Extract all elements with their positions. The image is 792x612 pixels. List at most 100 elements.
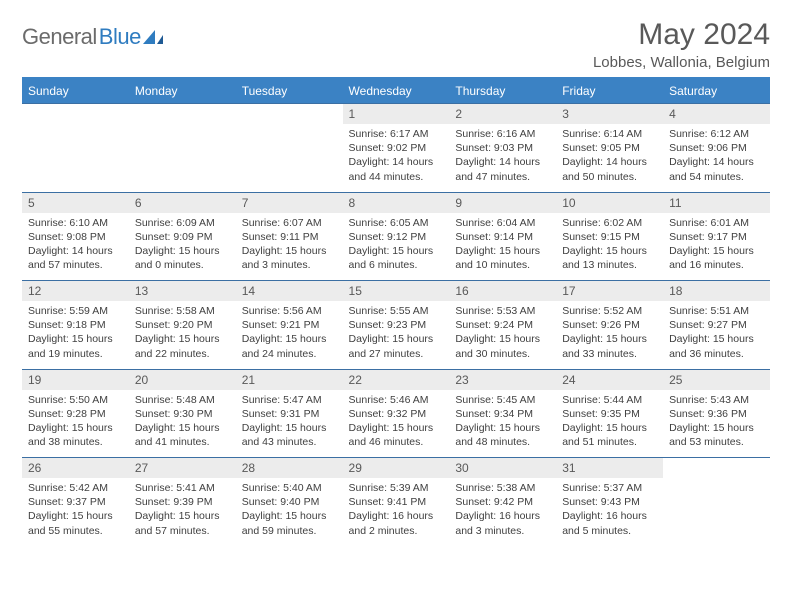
daylight-line: Daylight: 15 hours and 3 minutes. xyxy=(242,244,337,272)
sunrise-line: Sunrise: 5:56 AM xyxy=(242,304,337,318)
day-content-cell: Sunrise: 6:17 AMSunset: 9:02 PMDaylight:… xyxy=(343,124,450,192)
sunset-line: Sunset: 9:34 PM xyxy=(455,407,550,421)
location-text: Lobbes, Wallonia, Belgium xyxy=(593,54,770,71)
day-number-cell: 16 xyxy=(449,281,556,302)
day-content-cell: Sunrise: 5:55 AMSunset: 9:23 PMDaylight:… xyxy=(343,301,450,369)
sunset-line: Sunset: 9:37 PM xyxy=(28,495,123,509)
sunrise-line: Sunrise: 6:01 AM xyxy=(669,216,764,230)
day-content-cell: Sunrise: 5:43 AMSunset: 9:36 PMDaylight:… xyxy=(663,390,770,458)
weekday-header: Tuesday xyxy=(236,78,343,104)
sunset-line: Sunset: 9:11 PM xyxy=(242,230,337,244)
daycontent-row: Sunrise: 6:17 AMSunset: 9:02 PMDaylight:… xyxy=(22,124,770,192)
day-number-cell: 28 xyxy=(236,458,343,479)
day-number-cell: 17 xyxy=(556,281,663,302)
sunrise-line: Sunrise: 5:37 AM xyxy=(562,481,657,495)
month-title: May 2024 xyxy=(593,18,770,52)
sunrise-line: Sunrise: 5:53 AM xyxy=(455,304,550,318)
day-number-cell: 21 xyxy=(236,369,343,390)
calendar-page: GeneralBlue May 2024 Lobbes, Wallonia, B… xyxy=(0,0,792,556)
sunset-line: Sunset: 9:06 PM xyxy=(669,141,764,155)
day-content-cell: Sunrise: 5:44 AMSunset: 9:35 PMDaylight:… xyxy=(556,390,663,458)
day-content-cell: Sunrise: 6:01 AMSunset: 9:17 PMDaylight:… xyxy=(663,213,770,281)
sunrise-line: Sunrise: 5:45 AM xyxy=(455,393,550,407)
day-number-cell: 1 xyxy=(343,104,450,125)
daylight-line: Daylight: 14 hours and 47 minutes. xyxy=(455,155,550,183)
sunrise-line: Sunrise: 6:09 AM xyxy=(135,216,230,230)
header: GeneralBlue May 2024 Lobbes, Wallonia, B… xyxy=(22,18,770,71)
daylight-line: Daylight: 14 hours and 54 minutes. xyxy=(669,155,764,183)
day-content-cell: Sunrise: 5:59 AMSunset: 9:18 PMDaylight:… xyxy=(22,301,129,369)
daylight-line: Daylight: 15 hours and 48 minutes. xyxy=(455,421,550,449)
sunset-line: Sunset: 9:28 PM xyxy=(28,407,123,421)
day-number-cell: 24 xyxy=(556,369,663,390)
sunset-line: Sunset: 9:02 PM xyxy=(349,141,444,155)
sunset-line: Sunset: 9:08 PM xyxy=(28,230,123,244)
day-number-cell: 25 xyxy=(663,369,770,390)
sunrise-line: Sunrise: 6:05 AM xyxy=(349,216,444,230)
sunset-line: Sunset: 9:03 PM xyxy=(455,141,550,155)
day-content-cell xyxy=(129,124,236,192)
sunset-line: Sunset: 9:09 PM xyxy=(135,230,230,244)
brand-name-blue: Blue xyxy=(99,24,141,50)
sunrise-line: Sunrise: 6:12 AM xyxy=(669,127,764,141)
daylight-line: Daylight: 15 hours and 55 minutes. xyxy=(28,509,123,537)
day-content-cell: Sunrise: 6:07 AMSunset: 9:11 PMDaylight:… xyxy=(236,213,343,281)
sunrise-line: Sunrise: 6:07 AM xyxy=(242,216,337,230)
daylight-line: Daylight: 15 hours and 59 minutes. xyxy=(242,509,337,537)
calendar-table: Sunday Monday Tuesday Wednesday Thursday… xyxy=(22,77,770,546)
sunset-line: Sunset: 9:20 PM xyxy=(135,318,230,332)
day-number-cell: 6 xyxy=(129,192,236,213)
day-content-cell xyxy=(236,124,343,192)
daylight-line: Daylight: 15 hours and 57 minutes. xyxy=(135,509,230,537)
daylight-line: Daylight: 15 hours and 22 minutes. xyxy=(135,332,230,360)
weekday-header: Saturday xyxy=(663,78,770,104)
weekday-header: Sunday xyxy=(22,78,129,104)
daylight-line: Daylight: 16 hours and 3 minutes. xyxy=(455,509,550,537)
daylight-line: Daylight: 15 hours and 43 minutes. xyxy=(242,421,337,449)
daylight-line: Daylight: 14 hours and 50 minutes. xyxy=(562,155,657,183)
day-number-cell: 18 xyxy=(663,281,770,302)
sunrise-line: Sunrise: 6:04 AM xyxy=(455,216,550,230)
sunrise-line: Sunrise: 5:58 AM xyxy=(135,304,230,318)
sunset-line: Sunset: 9:30 PM xyxy=(135,407,230,421)
day-number-cell: 12 xyxy=(22,281,129,302)
sunset-line: Sunset: 9:23 PM xyxy=(349,318,444,332)
daynum-row: 1234 xyxy=(22,104,770,125)
weekday-header-row: Sunday Monday Tuesday Wednesday Thursday… xyxy=(22,78,770,104)
daylight-line: Daylight: 15 hours and 24 minutes. xyxy=(242,332,337,360)
sunset-line: Sunset: 9:39 PM xyxy=(135,495,230,509)
daylight-line: Daylight: 15 hours and 38 minutes. xyxy=(28,421,123,449)
day-number-cell: 15 xyxy=(343,281,450,302)
day-number-cell: 27 xyxy=(129,458,236,479)
day-number-cell: 22 xyxy=(343,369,450,390)
day-content-cell: Sunrise: 6:09 AMSunset: 9:09 PMDaylight:… xyxy=(129,213,236,281)
daynum-row: 12131415161718 xyxy=(22,281,770,302)
sunrise-line: Sunrise: 5:38 AM xyxy=(455,481,550,495)
day-number-cell: 23 xyxy=(449,369,556,390)
calendar-body: 1234Sunrise: 6:17 AMSunset: 9:02 PMDayli… xyxy=(22,104,770,547)
day-number-cell: 20 xyxy=(129,369,236,390)
day-content-cell: Sunrise: 5:52 AMSunset: 9:26 PMDaylight:… xyxy=(556,301,663,369)
daylight-line: Daylight: 15 hours and 41 minutes. xyxy=(135,421,230,449)
day-content-cell: Sunrise: 6:02 AMSunset: 9:15 PMDaylight:… xyxy=(556,213,663,281)
sunrise-line: Sunrise: 5:43 AM xyxy=(669,393,764,407)
daycontent-row: Sunrise: 5:42 AMSunset: 9:37 PMDaylight:… xyxy=(22,478,770,546)
day-number-cell: 14 xyxy=(236,281,343,302)
weekday-header: Monday xyxy=(129,78,236,104)
daylight-line: Daylight: 15 hours and 19 minutes. xyxy=(28,332,123,360)
sail-icon xyxy=(141,28,165,46)
day-content-cell: Sunrise: 6:16 AMSunset: 9:03 PMDaylight:… xyxy=(449,124,556,192)
sunset-line: Sunset: 9:24 PM xyxy=(455,318,550,332)
sunset-line: Sunset: 9:32 PM xyxy=(349,407,444,421)
sunrise-line: Sunrise: 6:14 AM xyxy=(562,127,657,141)
day-content-cell: Sunrise: 6:14 AMSunset: 9:05 PMDaylight:… xyxy=(556,124,663,192)
daylight-line: Daylight: 15 hours and 51 minutes. xyxy=(562,421,657,449)
sunrise-line: Sunrise: 6:16 AM xyxy=(455,127,550,141)
sunrise-line: Sunrise: 5:48 AM xyxy=(135,393,230,407)
day-content-cell: Sunrise: 6:12 AMSunset: 9:06 PMDaylight:… xyxy=(663,124,770,192)
weekday-header: Thursday xyxy=(449,78,556,104)
day-content-cell: Sunrise: 6:10 AMSunset: 9:08 PMDaylight:… xyxy=(22,213,129,281)
sunrise-line: Sunrise: 5:44 AM xyxy=(562,393,657,407)
sunrise-line: Sunrise: 5:42 AM xyxy=(28,481,123,495)
sunrise-line: Sunrise: 6:10 AM xyxy=(28,216,123,230)
